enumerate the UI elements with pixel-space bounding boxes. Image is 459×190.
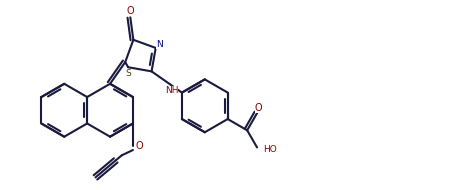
Text: NH: NH xyxy=(165,86,178,95)
Text: O: O xyxy=(255,103,263,113)
Text: O: O xyxy=(135,141,143,151)
Text: O: O xyxy=(127,6,134,16)
Text: S: S xyxy=(125,69,131,78)
Text: HO: HO xyxy=(263,146,277,154)
Text: N: N xyxy=(156,40,162,49)
